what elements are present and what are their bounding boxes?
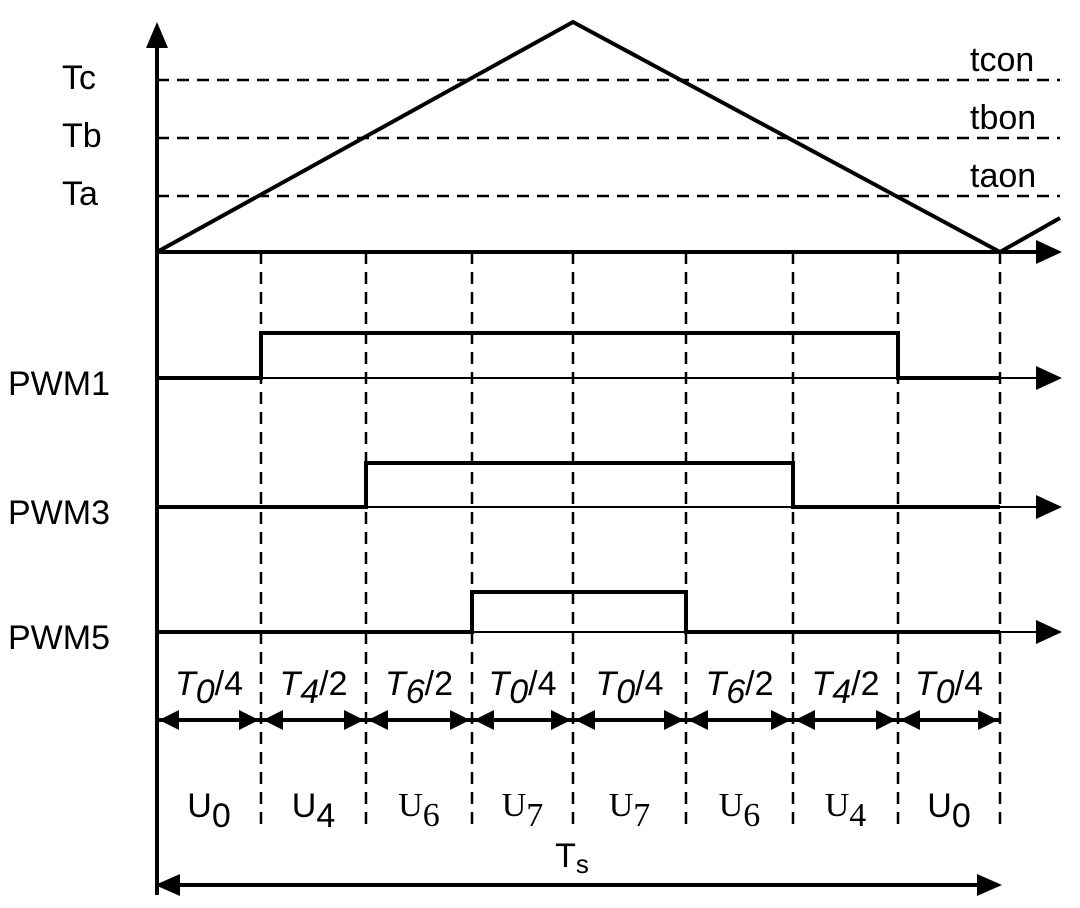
pwm-waveform [157, 461, 1000, 509]
interval-label: T4/2 [811, 665, 879, 711]
vector-label: U6 [719, 787, 761, 834]
interval-divisor: /4 [955, 665, 983, 703]
interval-symbol: T [595, 665, 618, 703]
vector-label: U7 [609, 787, 651, 834]
vector-sub: 4 [849, 797, 866, 834]
interval-sub: 4 [832, 673, 851, 711]
vector-symbol: U [609, 787, 634, 824]
arrow-head [474, 710, 494, 730]
interval-label: T0/4 [175, 665, 243, 711]
vector-symbol: U [187, 787, 212, 825]
vector-symbol: U [502, 787, 527, 824]
interval-symbol: T [385, 665, 408, 703]
vector-symbol: U [825, 787, 850, 824]
level-label: Tb [62, 117, 102, 155]
vector-label: U7 [502, 787, 544, 834]
vector-sub: 6 [423, 797, 440, 834]
interval-symbol: T [705, 665, 728, 703]
arrow-head [688, 710, 708, 730]
arrow-head [263, 710, 283, 730]
level-name: tcon [970, 41, 1034, 79]
period-symbol: T [555, 837, 576, 875]
interval-symbol: T [488, 665, 511, 703]
level-name: tbon [970, 99, 1036, 137]
vector-sub: 0 [952, 797, 971, 835]
arrow-head [1036, 620, 1062, 644]
arrow-head [771, 710, 791, 730]
arrow-head [664, 710, 684, 730]
interval-symbol: T [175, 665, 198, 703]
interval-label: T6/2 [385, 665, 453, 711]
vector-symbol: U [927, 787, 952, 825]
vector-sub: 6 [743, 797, 760, 834]
interval-symbol: T [915, 665, 938, 703]
interval-sub: 6 [406, 673, 425, 711]
arrow-head [900, 710, 920, 730]
vector-label: U4 [825, 787, 867, 834]
pwm-waveform [157, 331, 1000, 380]
interval-divisor: /2 [745, 665, 773, 703]
signal-label: PWM5 [8, 619, 110, 657]
interval-label: T0/4 [595, 665, 663, 711]
axis-arrow [146, 22, 168, 48]
interval-label: T6/2 [705, 665, 773, 711]
interval-sub: 0 [509, 673, 528, 711]
interval-divisor: /4 [528, 665, 556, 703]
interval-symbol: T [811, 665, 834, 703]
arrow-head [551, 710, 571, 730]
arrow-head [368, 710, 388, 730]
interval-divisor: /2 [319, 665, 347, 703]
interval-divisor: /4 [215, 665, 243, 703]
interval-sub: 0 [616, 673, 635, 711]
interval-sub: 0 [936, 673, 955, 711]
vector-label: U0 [927, 787, 970, 835]
arrow-head [155, 874, 180, 896]
vector-sub: 0 [212, 797, 231, 835]
arrow-head [1036, 495, 1062, 519]
vector-sub: 7 [526, 797, 543, 834]
arrow-head [978, 710, 998, 730]
period-sub: s [576, 849, 589, 879]
signal-label: PWM1 [8, 365, 110, 403]
level-label: Ta [62, 175, 98, 213]
arrow-head [159, 710, 179, 730]
arrow-head [239, 710, 259, 730]
arrow-head [1036, 366, 1062, 390]
vector-label: U0 [187, 787, 230, 835]
vector-symbol: U [292, 787, 317, 825]
interval-divisor: /2 [425, 665, 453, 703]
arrow-head [344, 710, 364, 730]
interval-sub: 6 [726, 673, 745, 711]
interval-sub: 4 [300, 673, 319, 711]
arrow-head [575, 710, 595, 730]
vector-sub: 4 [316, 797, 335, 835]
vector-label: U6 [398, 787, 440, 834]
vector-label: U4 [292, 787, 335, 835]
period-label: Ts [555, 837, 589, 879]
level-label: Tc [62, 59, 96, 97]
interval-label: T4/2 [279, 665, 347, 711]
interval-divisor: /4 [635, 665, 663, 703]
vector-symbol: U [398, 787, 423, 824]
vector-symbol: U [719, 787, 744, 824]
axis-arrow [1036, 240, 1062, 264]
pwm-waveform [157, 590, 1000, 634]
interval-divisor: /2 [851, 665, 879, 703]
interval-label: T0/4 [915, 665, 983, 711]
arrow-head [795, 710, 815, 730]
signal-label: PWM3 [8, 494, 110, 532]
interval-label: T0/4 [488, 665, 556, 711]
interval-symbol: T [279, 665, 302, 703]
arrow-head [450, 710, 470, 730]
arrow-head [876, 710, 896, 730]
vector-sub: 7 [633, 797, 650, 834]
level-name: taon [970, 157, 1036, 195]
arrow-head [977, 874, 1002, 896]
interval-sub: 0 [196, 673, 215, 711]
